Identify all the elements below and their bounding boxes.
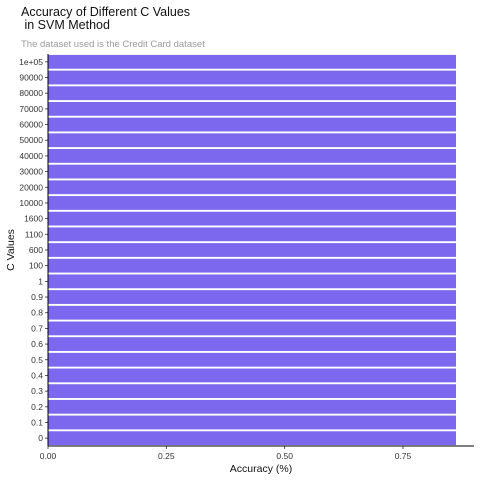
bar-70000: [48, 101, 457, 116]
bar-40000: [48, 149, 457, 163]
y-tick-label: 0.4: [31, 370, 43, 380]
y-tick-label: 1100: [25, 229, 44, 239]
y-tick-label: 100: [29, 261, 43, 271]
bar-0.8: [48, 305, 457, 320]
bar-0.1: [48, 415, 457, 430]
x-axis-label: Accuracy (%): [230, 463, 292, 475]
bar-0.4: [48, 368, 457, 383]
bar-10000: [48, 196, 457, 210]
y-tick-label: 0.8: [31, 308, 43, 318]
chart-title: Accuracy of Different C Values in SVM Me…: [21, 5, 191, 32]
bar-1: [48, 274, 457, 289]
y-tick-label: 0: [38, 433, 43, 443]
y-tick-label: 0.5: [31, 355, 43, 365]
y-axis-ticks: 00.10.20.30.40.50.60.70.80.9110060011001…: [19, 57, 48, 443]
bars-group: [48, 54, 457, 446]
bar-1e+05: [48, 54, 457, 69]
bar-0: [48, 431, 457, 446]
y-tick-label: 20000: [19, 182, 43, 192]
bar-1600: [48, 211, 457, 226]
bar-0.9: [48, 290, 457, 304]
bar-20000: [48, 180, 457, 195]
y-tick-label: 1: [38, 276, 43, 286]
x-tick-label: 0.00: [40, 451, 57, 461]
y-tick-label: 30000: [19, 167, 43, 177]
x-tick-label: 0.25: [158, 451, 175, 461]
y-tick-label: 1600: [24, 214, 43, 224]
x-axis-ticks: 0.00 0.25 0.50 0.75: [40, 446, 412, 461]
chart-subtitle: The dataset used is the Credit Card data…: [21, 39, 205, 50]
bar-0.2: [48, 399, 457, 414]
y-tick-label: 0.3: [31, 386, 43, 396]
y-tick-label: 0.7: [31, 323, 43, 333]
bar-50000: [48, 133, 457, 148]
bar-100: [48, 258, 457, 273]
y-tick-label: 600: [29, 245, 43, 255]
y-tick-label: 50000: [19, 135, 43, 145]
y-tick-label: 80000: [19, 88, 43, 98]
y-tick-label: 0.6: [31, 339, 43, 349]
bar-0.7: [48, 321, 457, 336]
y-tick-label: 0.2: [31, 402, 43, 412]
bar-30000: [48, 164, 457, 179]
y-tick-label: 70000: [19, 104, 43, 114]
bar-0.5: [48, 352, 457, 367]
y-tick-label: 10000: [19, 198, 43, 208]
bar-80000: [48, 86, 457, 101]
y-tick-label: 0.1: [31, 417, 43, 427]
bar-600: [48, 243, 457, 257]
bar-1100: [48, 227, 457, 242]
bar-90000: [48, 70, 457, 85]
y-tick-label: 40000: [19, 151, 43, 161]
x-tick-label: 0.75: [395, 451, 412, 461]
x-tick-label: 0.50: [276, 451, 293, 461]
y-axis-label: C Values: [5, 229, 17, 271]
bar-60000: [48, 117, 457, 132]
y-tick-label: 0.9: [31, 292, 43, 302]
bar-0.3: [48, 384, 457, 399]
y-tick-label: 60000: [19, 120, 43, 130]
bar-0.6: [48, 337, 457, 351]
y-tick-label: 1e+05: [19, 57, 43, 67]
y-tick-label: 90000: [19, 73, 43, 83]
